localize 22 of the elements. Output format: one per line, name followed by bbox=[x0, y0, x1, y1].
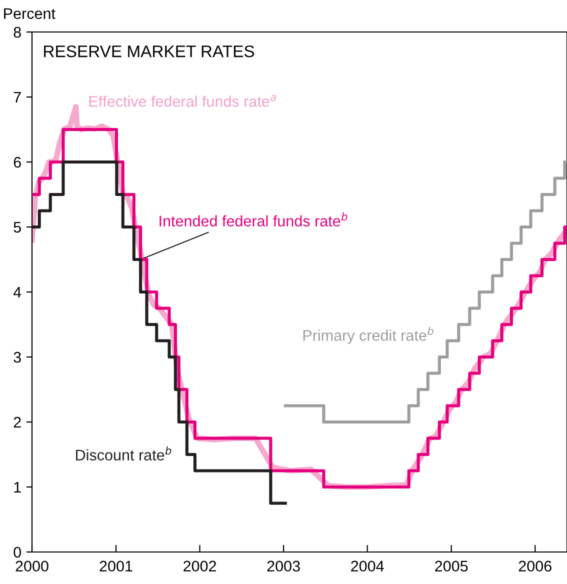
x-tick-label: 2004 bbox=[351, 560, 384, 572]
y-tick-label: 2 bbox=[14, 416, 21, 428]
x-tick-label: 2001 bbox=[100, 560, 132, 572]
y-tick-label: 6 bbox=[14, 156, 21, 168]
y-tick-label: 8 bbox=[14, 26, 21, 38]
y-tick-label: 7 bbox=[14, 92, 21, 103]
y-tick-label: 5 bbox=[14, 222, 21, 233]
x-tick-label: 2003 bbox=[267, 560, 300, 572]
series-label: Primary credit rate$^{b}$ bbox=[303, 326, 434, 344]
x-tick-label: 2006 bbox=[518, 560, 552, 572]
x-tick-label: 2005 bbox=[435, 560, 468, 572]
x-tick-label: 2002 bbox=[184, 560, 216, 572]
y-tick-label: 3 bbox=[14, 352, 21, 363]
y-tick-label: 4 bbox=[13, 287, 22, 298]
y-tick-label: 1 bbox=[14, 482, 21, 493]
series-label: Effective federal funds rate$^{a}$ bbox=[89, 94, 276, 107]
x-tick-label: 2000 bbox=[16, 560, 48, 572]
y-axis-title: Percent bbox=[4, 8, 56, 19]
series-label: Intended federal funds rate$^{b}$ bbox=[160, 212, 348, 226]
series-label: Discount rate$^{b}$ bbox=[76, 446, 172, 460]
text: RESERVE MARKET RATES bbox=[44, 45, 254, 58]
y-tick-label: 0 bbox=[14, 546, 21, 558]
